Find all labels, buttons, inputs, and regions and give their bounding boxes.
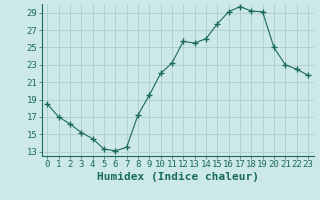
- X-axis label: Humidex (Indice chaleur): Humidex (Indice chaleur): [97, 172, 259, 182]
